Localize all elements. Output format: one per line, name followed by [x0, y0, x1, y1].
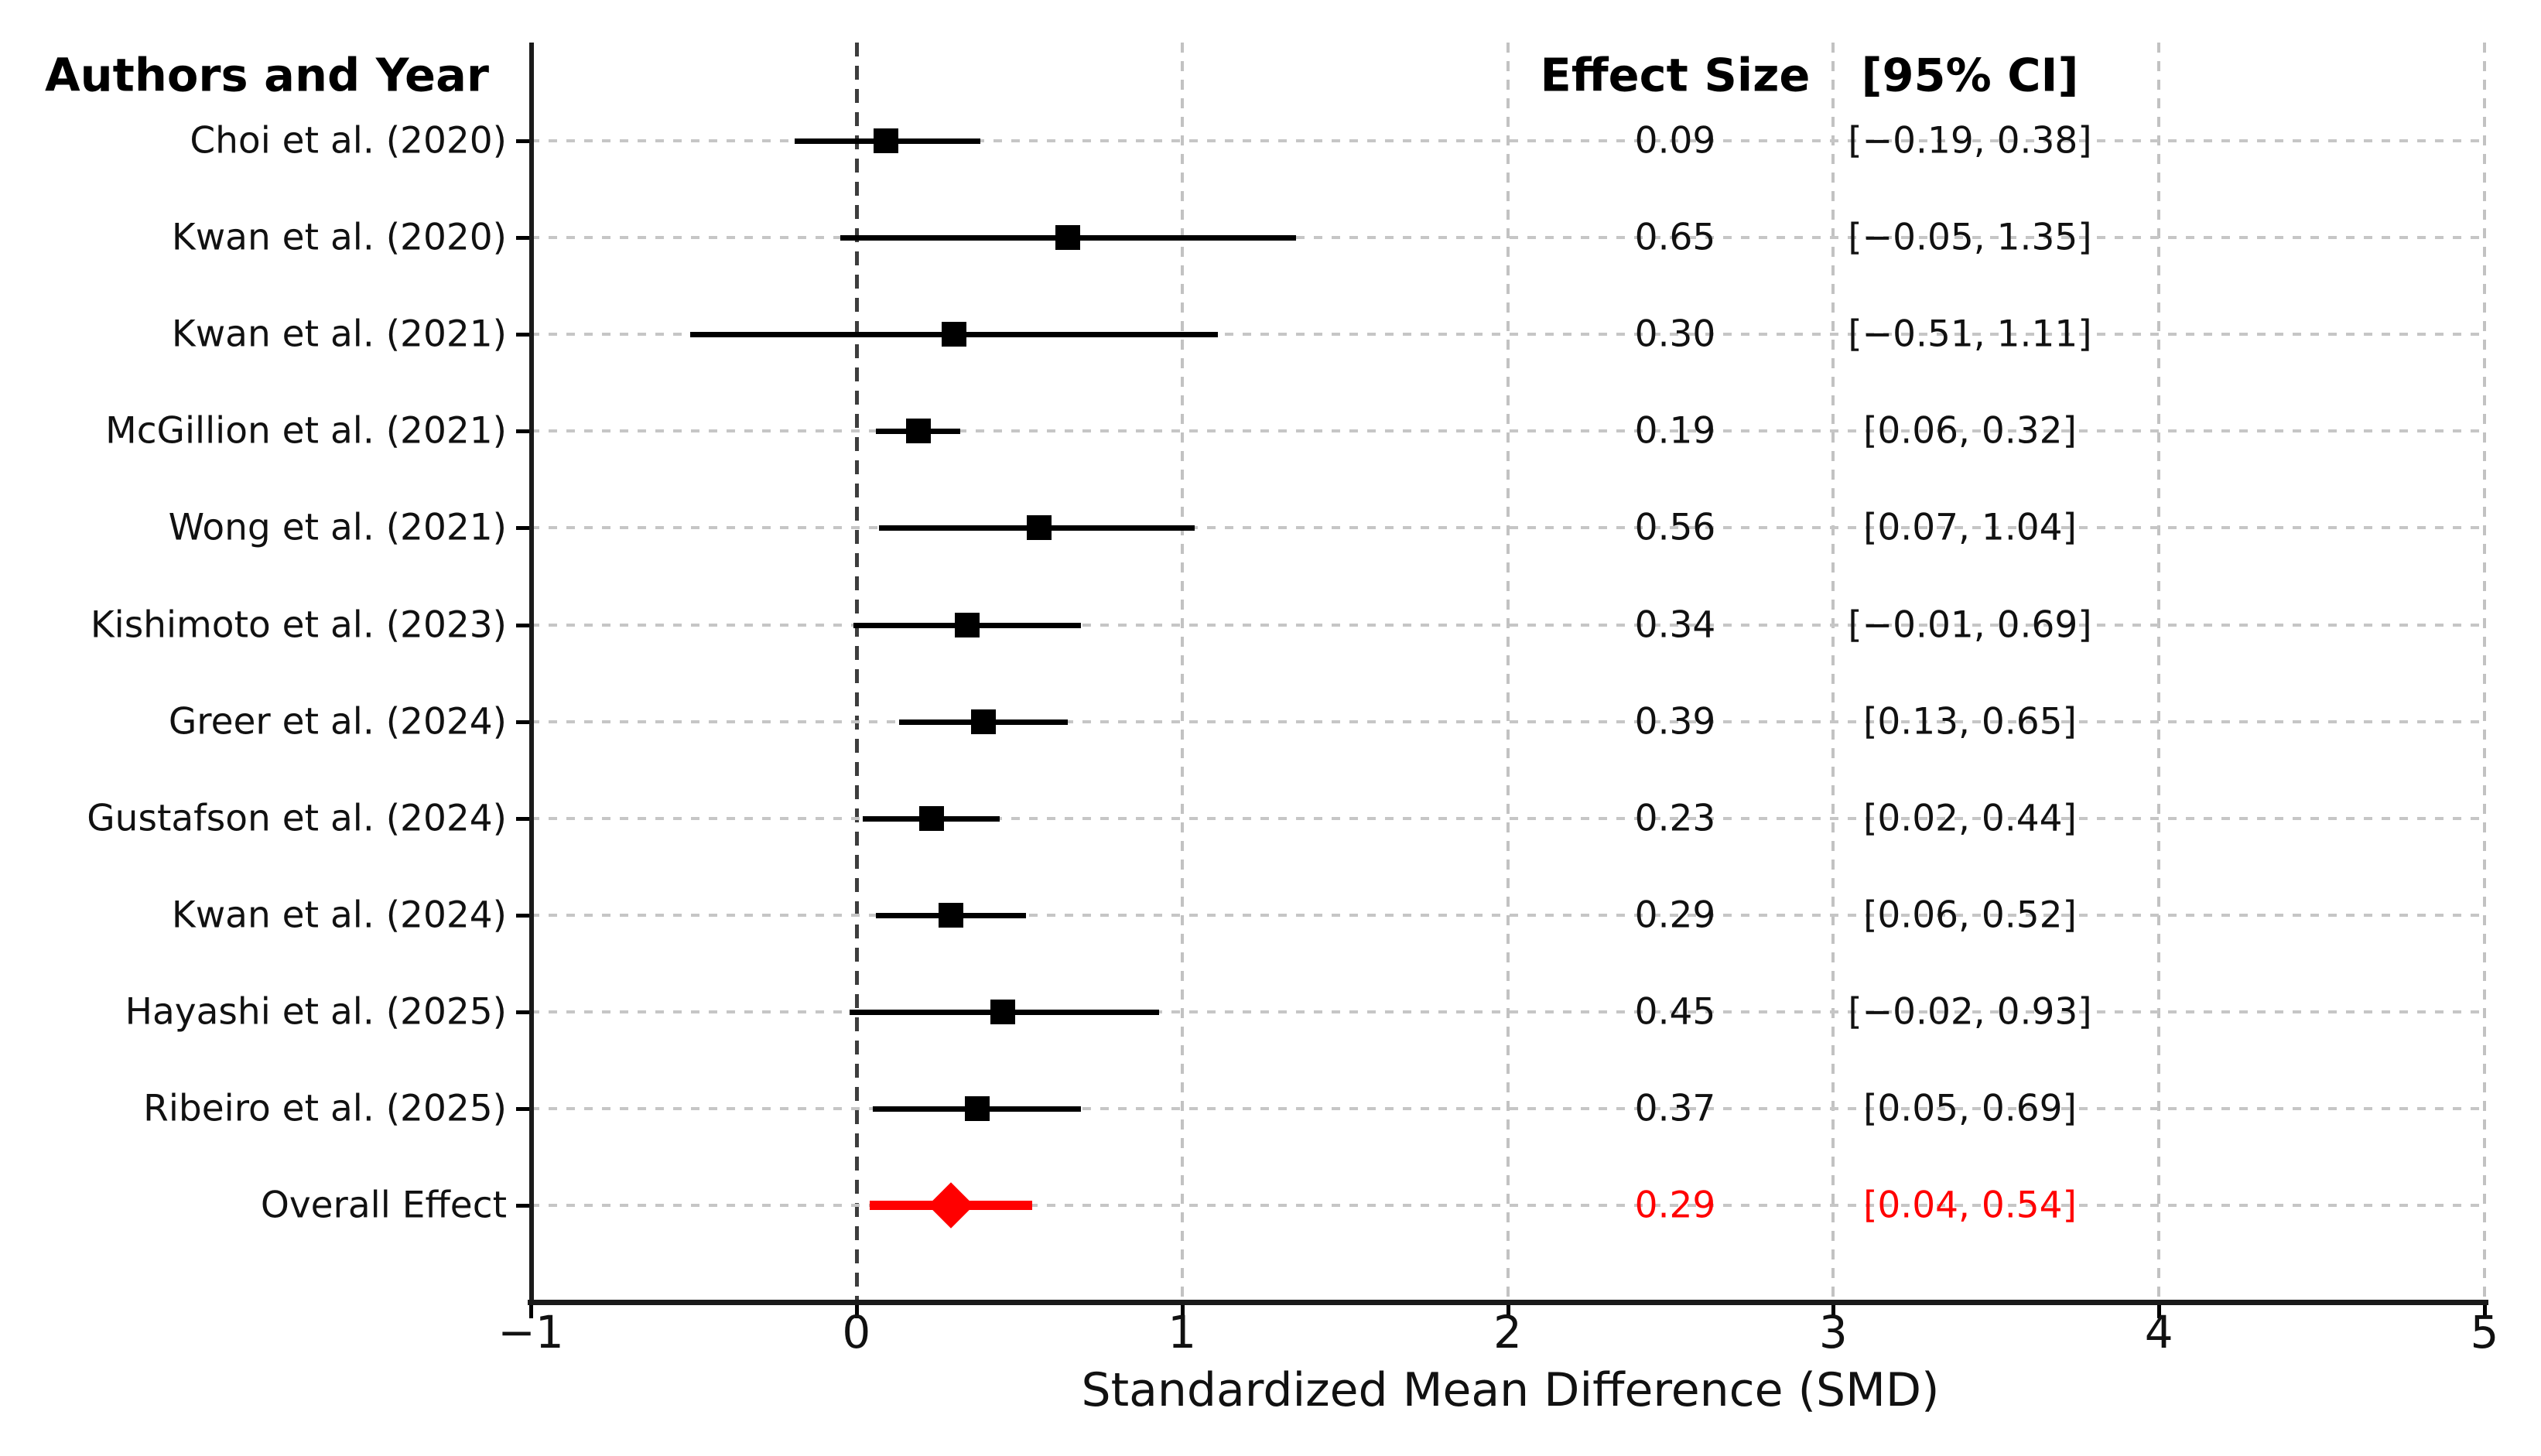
- gridline-x-1: [1180, 43, 1184, 1300]
- effect-square-marker: [873, 128, 898, 153]
- effect-size-value: 0.37: [1634, 1087, 1716, 1130]
- gridline-x-4: [2157, 43, 2161, 1300]
- y-tick-mark: [516, 817, 529, 821]
- column-header-effect-size: Effect Size: [1540, 48, 1811, 102]
- y-tick-mark: [516, 1010, 529, 1014]
- effect-size-value: 0.09: [1634, 119, 1716, 162]
- effect-size-value: 0.56: [1634, 506, 1716, 549]
- x-tick-mark--1: [529, 1304, 533, 1318]
- ci-value: [0.05, 0.69]: [1863, 1087, 2077, 1130]
- effect-size-value: 0.23: [1634, 797, 1716, 840]
- y-tick-mark: [516, 139, 529, 143]
- x-axis-title: Standardized Mean Difference (SMD): [1081, 1363, 1940, 1417]
- study-label: Gustafson et al. (2024): [87, 797, 507, 840]
- effect-square-marker: [1055, 225, 1081, 250]
- y-tick-mark: [516, 333, 529, 337]
- row-guide-line: [531, 624, 2485, 627]
- row-guide-line: [531, 1107, 2485, 1110]
- x-tick-label-1: 1: [1168, 1306, 1197, 1359]
- x-tick-mark-5: [2483, 1304, 2487, 1318]
- ci-value: [0.07, 1.04]: [1863, 506, 2077, 549]
- study-label: Choi et al. (2020): [190, 119, 507, 162]
- y-tick-mark: [516, 1107, 529, 1111]
- x-tick-label--1: −1: [498, 1306, 564, 1359]
- effect-size-value: 0.39: [1634, 700, 1716, 743]
- x-tick-label-0: 0: [842, 1306, 871, 1359]
- effect-size-value: 0.34: [1634, 603, 1716, 647]
- effect-square-marker: [942, 322, 967, 347]
- y-axis-spine: [529, 43, 534, 1304]
- y-tick-mark: [516, 236, 529, 240]
- effect-square-marker: [964, 1096, 990, 1121]
- effect-square-marker: [938, 903, 963, 928]
- y-tick-mark: [516, 429, 529, 433]
- y-tick-mark: [516, 1204, 529, 1208]
- overall-diamond-marker: [928, 1182, 974, 1229]
- x-tick-label-2: 2: [1493, 1306, 1522, 1359]
- row-guide-line: [531, 720, 2485, 723]
- ci-value: [0.06, 0.32]: [1863, 409, 2077, 453]
- study-label: Kwan et al. (2024): [171, 894, 507, 937]
- x-axis-spine: [528, 1300, 2488, 1305]
- study-label: Greer et al. (2024): [168, 700, 507, 743]
- effect-square-marker: [1026, 515, 1052, 540]
- y-tick-mark: [516, 624, 529, 627]
- ci-value: [−0.01, 0.69]: [1848, 603, 2092, 647]
- effect-size-value: 0.29: [1634, 1184, 1716, 1227]
- study-label: Overall Effect: [260, 1184, 507, 1227]
- study-label: Kwan et al. (2020): [171, 216, 507, 259]
- row-guide-line: [531, 1010, 2485, 1013]
- gridline-x-3: [1831, 43, 1835, 1300]
- x-tick-label-3: 3: [1818, 1306, 1848, 1359]
- x-tick-mark-2: [1506, 1304, 1510, 1318]
- gridline-x-2: [1506, 43, 1510, 1300]
- study-label: Kishimoto et al. (2023): [90, 603, 507, 647]
- study-label: Hayashi et al. (2025): [125, 990, 507, 1034]
- effect-size-value: 0.65: [1634, 216, 1716, 259]
- column-header-ci: [95% CI]: [1861, 48, 2079, 102]
- gridline-x-0: [854, 43, 859, 1300]
- effect-square-marker: [954, 613, 980, 637]
- gridline-x-5: [2483, 43, 2486, 1300]
- study-label: Ribeiro et al. (2025): [143, 1087, 507, 1130]
- x-tick-mark-4: [2157, 1304, 2162, 1318]
- effect-size-value: 0.30: [1634, 313, 1716, 356]
- effect-size-value: 0.45: [1634, 990, 1716, 1034]
- ci-value: [0.13, 0.65]: [1863, 700, 2077, 743]
- effect-square-marker: [918, 806, 944, 831]
- row-guide-line: [531, 914, 2485, 917]
- x-tick-mark-1: [1180, 1304, 1185, 1318]
- row-guide-line: [531, 333, 2485, 336]
- x-tick-label-4: 4: [2144, 1306, 2173, 1359]
- ci-value: [−0.02, 0.93]: [1848, 990, 2092, 1034]
- row-guide-line: [531, 817, 2485, 820]
- ci-value: [−0.51, 1.11]: [1848, 313, 2092, 356]
- ci-value: [−0.19, 0.38]: [1848, 119, 2092, 162]
- row-guide-line: [531, 139, 2485, 142]
- ci-value: [0.06, 0.52]: [1863, 894, 2077, 937]
- ci-value: [0.04, 0.54]: [1863, 1184, 2077, 1227]
- column-header-authors: Authors and Year: [45, 48, 489, 102]
- study-label: McGillion et al. (2021): [105, 409, 507, 453]
- ci-value: [0.02, 0.44]: [1863, 797, 2077, 840]
- effect-size-value: 0.19: [1634, 409, 1716, 453]
- x-tick-mark-0: [854, 1304, 859, 1318]
- x-tick-label-5: 5: [2470, 1306, 2499, 1359]
- study-label: Wong et al. (2021): [168, 506, 507, 549]
- study-label: Kwan et al. (2021): [171, 313, 507, 356]
- row-guide-line: [531, 1204, 2485, 1207]
- row-guide-line: [531, 429, 2485, 432]
- y-tick-mark: [516, 526, 529, 530]
- y-tick-mark: [516, 720, 529, 724]
- row-guide-line: [531, 236, 2485, 239]
- effect-square-marker: [905, 419, 931, 443]
- row-guide-line: [531, 526, 2485, 529]
- effect-square-marker: [970, 709, 996, 734]
- y-tick-mark: [516, 914, 529, 918]
- effect-size-value: 0.29: [1634, 894, 1716, 937]
- x-tick-mark-3: [1831, 1304, 1836, 1318]
- ci-value: [−0.05, 1.35]: [1848, 216, 2092, 259]
- effect-square-marker: [990, 1000, 1016, 1024]
